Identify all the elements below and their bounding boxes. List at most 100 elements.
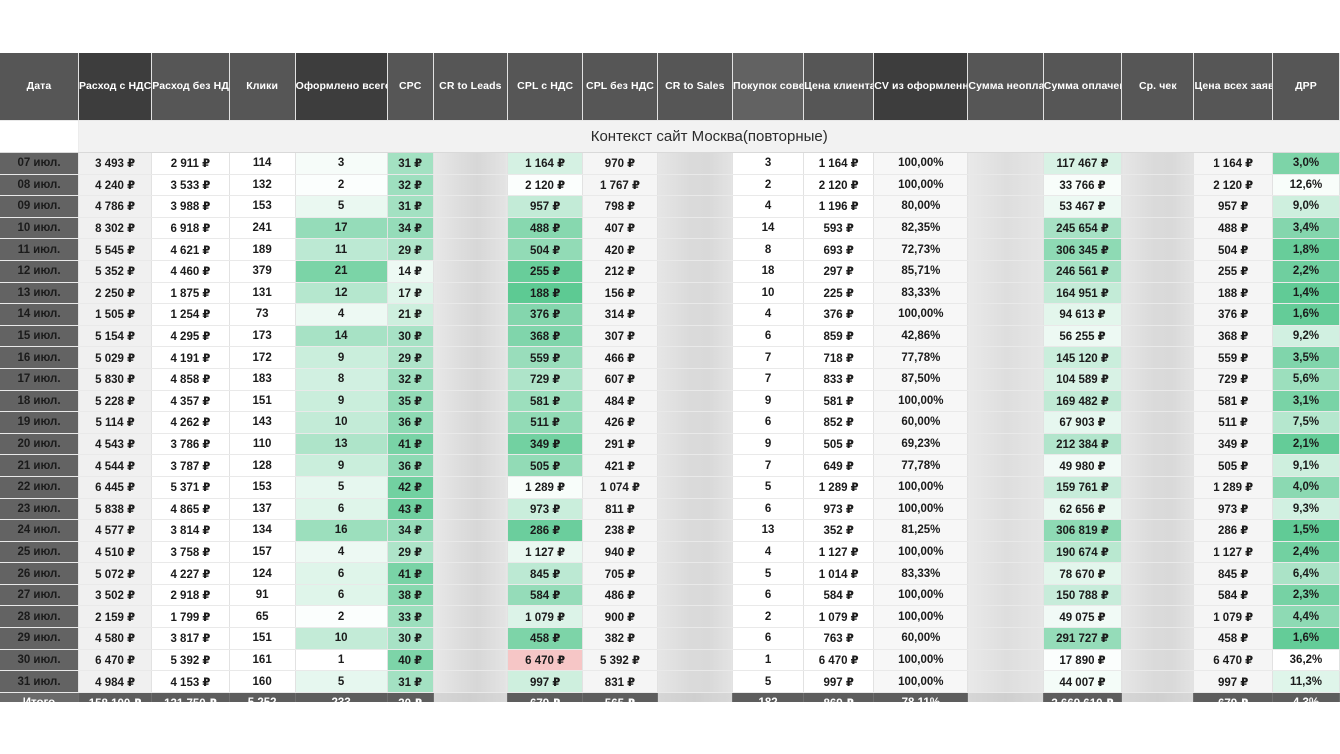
cell-cv_orders[interactable]: 42,86% <box>873 325 969 348</box>
cell-date[interactable]: 10 июл. <box>0 217 79 240</box>
cell-cpl_novat[interactable]: 291 ₽ <box>582 433 658 456</box>
cell-spend_novat[interactable]: 3 758 ₽ <box>151 541 230 564</box>
cell-paid_sum[interactable]: 169 482 ₽ <box>1043 390 1123 413</box>
cell-clicks[interactable]: 110 <box>229 433 296 456</box>
cell-drr[interactable]: 1,5% <box>1272 519 1340 542</box>
cell-cpc[interactable]: 31 ₽ <box>387 195 434 218</box>
cell-spend_novat[interactable]: 6 918 ₽ <box>151 217 230 240</box>
cell-cv_orders[interactable]: 100,00% <box>873 584 969 607</box>
cell-client_price[interactable]: 852 ₽ <box>803 411 875 434</box>
cell-date[interactable]: 17 июл. <box>0 368 79 391</box>
cell-cpc[interactable]: 38 ₽ <box>387 584 434 607</box>
cell-client_price[interactable]: 833 ₽ <box>803 368 875 391</box>
cell-paid_sum[interactable]: 94 613 ₽ <box>1043 303 1123 326</box>
cell-clicks[interactable]: 143 <box>229 411 296 434</box>
cell-spend_novat[interactable]: 3 786 ₽ <box>151 433 230 456</box>
cell-cpl_novat[interactable]: 900 ₽ <box>582 605 658 629</box>
column-header-cr_sales[interactable]: CR to Sales <box>657 53 733 121</box>
cell-spend_vat[interactable]: 4 240 ₽ <box>78 174 153 197</box>
cell-cpc[interactable]: 34 ₽ <box>387 519 434 542</box>
cell-purchases[interactable]: 7 <box>732 368 805 391</box>
cell-purchases[interactable]: 7 <box>732 454 805 477</box>
column-header-avg_check[interactable]: Ср. чек <box>1121 53 1195 121</box>
cell-cpl_vat[interactable]: 997 ₽ <box>507 670 584 693</box>
cell-spend_novat[interactable]: 2 918 ₽ <box>151 584 230 607</box>
cell-cpl_vat[interactable]: 505 ₽ <box>507 454 584 477</box>
cell-spend_novat[interactable]: 4 262 ₽ <box>151 411 230 434</box>
cell-cv_orders[interactable]: 72,73% <box>873 238 969 261</box>
cell-client_price[interactable]: 859 ₽ <box>803 325 875 348</box>
cell-all_leads_price[interactable]: 1 164 ₽ <box>1193 152 1273 175</box>
cell-spend_vat[interactable]: 5 228 ₽ <box>78 390 153 413</box>
table-row[interactable]: 10 июл. 8 302 ₽6 918 ₽241 17 34 ₽488 ₽407 ₽… <box>0 217 1340 240</box>
cell-all_leads_price[interactable]: 973 ₽ <box>1193 498 1273 521</box>
cell-cpl_novat[interactable]: 421 ₽ <box>582 454 658 477</box>
column-header-cpl_novat[interactable]: CPL без НДС <box>582 53 658 121</box>
cell-drr[interactable]: 36,2% <box>1272 649 1340 672</box>
cell-cpl_vat[interactable]: 349 ₽ <box>507 433 584 456</box>
cell-all_leads_price[interactable]: 488 ₽ <box>1193 217 1273 240</box>
table-row[interactable]: 14 июл. 1 505 ₽1 254 ₽73 4 21 ₽376 ₽314 ₽4 3… <box>0 303 1340 326</box>
cell-clicks[interactable]: 73 <box>229 303 296 326</box>
cell-cpc[interactable]: 29 ₽ <box>387 238 434 261</box>
cell-purchases[interactable]: 6 <box>732 325 805 348</box>
cell-orders[interactable]: 13 <box>295 433 388 456</box>
cell-cpl_vat[interactable]: 957 ₽ <box>507 195 584 218</box>
cell-purchases[interactable]: 5 <box>732 476 805 499</box>
cell-cpl_vat[interactable]: 188 ₽ <box>507 282 584 305</box>
cell-clicks[interactable]: 65 <box>229 605 296 629</box>
cell-cpc[interactable]: 32 ₽ <box>387 174 434 197</box>
cell-spend_vat[interactable]: 2 250 ₽ <box>78 282 153 305</box>
cell-cpl_novat[interactable]: 420 ₽ <box>582 238 658 261</box>
column-header-cv_orders[interactable]: CV из оформленнных заказов в покупки <box>873 53 969 121</box>
cell-client_price[interactable]: 1 014 ₽ <box>803 562 875 585</box>
cell-paid_sum[interactable]: 159 761 ₽ <box>1043 476 1123 499</box>
cell-spend_novat[interactable]: 4 858 ₽ <box>151 368 230 391</box>
cell-orders[interactable]: 6 <box>295 498 388 521</box>
cell-clicks[interactable]: 161 <box>229 649 296 672</box>
cell-drr[interactable]: 4,4% <box>1272 605 1340 629</box>
cell-cpl_vat[interactable]: 504 ₽ <box>507 238 584 261</box>
cell-date[interactable]: 13 июл. <box>0 282 79 305</box>
cell-cpl_novat[interactable]: 798 ₽ <box>582 195 658 218</box>
cell-cv_orders[interactable]: 87,50% <box>873 368 969 391</box>
cell-cpl_novat[interactable]: 307 ₽ <box>582 325 658 348</box>
cell-cpl_vat[interactable]: 559 ₽ <box>507 346 584 369</box>
cell-cpl_vat[interactable]: 1 164 ₽ <box>507 152 584 175</box>
cell-client_price[interactable]: 376 ₽ <box>803 303 875 326</box>
cell-orders[interactable]: 5 <box>295 670 388 693</box>
cell-spend_vat[interactable]: 4 984 ₽ <box>78 670 153 693</box>
table-row[interactable]: 09 июл. 4 786 ₽3 988 ₽153 5 31 ₽957 ₽798 ₽4… <box>0 195 1340 218</box>
cell-drr[interactable]: 5,6% <box>1272 368 1340 391</box>
table-row[interactable]: 17 июл. 5 830 ₽4 858 ₽183 8 32 ₽729 ₽607 ₽7… <box>0 368 1340 391</box>
cell-cpl_vat[interactable]: 1 289 ₽ <box>507 476 584 499</box>
cell-spend_novat[interactable]: 3 817 ₽ <box>151 627 230 650</box>
cell-paid_sum[interactable]: 49 980 ₽ <box>1043 454 1123 477</box>
cell-date[interactable]: 27 июл. <box>0 584 79 607</box>
cell-spend_vat[interactable]: 5 114 ₽ <box>78 411 153 434</box>
cell-date[interactable]: 23 июл. <box>0 498 79 521</box>
cell-spend_novat[interactable]: 5 392 ₽ <box>151 649 230 672</box>
column-header-clicks[interactable]: Клики <box>229 53 296 121</box>
column-header-all_leads_price[interactable]: Цена всех заявок с НДС <box>1193 53 1273 121</box>
cell-clicks[interactable]: 241 <box>229 217 296 240</box>
cell-clicks[interactable]: 153 <box>229 476 296 499</box>
cell-clicks[interactable]: 128 <box>229 454 296 477</box>
cell-date[interactable]: 29 июл. <box>0 627 79 650</box>
cell-orders[interactable]: 12 <box>295 282 388 305</box>
cell-spend_vat[interactable]: 5 072 ₽ <box>78 562 153 585</box>
cell-cv_orders[interactable]: 80,00% <box>873 195 969 218</box>
cell-client_price[interactable]: 225 ₽ <box>803 282 875 305</box>
cell-cv_orders[interactable]: 100,00% <box>873 303 969 326</box>
column-header-unpaid_sum[interactable]: Сумма неоплаченн ых покупок <box>967 53 1044 121</box>
cell-client_price[interactable]: 718 ₽ <box>803 346 875 369</box>
cell-cv_orders[interactable]: 100,00% <box>873 649 969 672</box>
column-header-purchases[interactable]: Покупок совершено <box>732 53 805 121</box>
cell-cpc[interactable]: 21 ₽ <box>387 303 434 326</box>
cell-client_price[interactable]: 2 120 ₽ <box>803 174 875 197</box>
cell-cpc[interactable]: 42 ₽ <box>387 476 434 499</box>
cell-cpl_novat[interactable]: 314 ₽ <box>582 303 658 326</box>
cell-drr[interactable]: 3,4% <box>1272 217 1340 240</box>
cell-cpl_vat[interactable]: 368 ₽ <box>507 325 584 348</box>
cell-paid_sum[interactable]: 56 255 ₽ <box>1043 325 1123 348</box>
